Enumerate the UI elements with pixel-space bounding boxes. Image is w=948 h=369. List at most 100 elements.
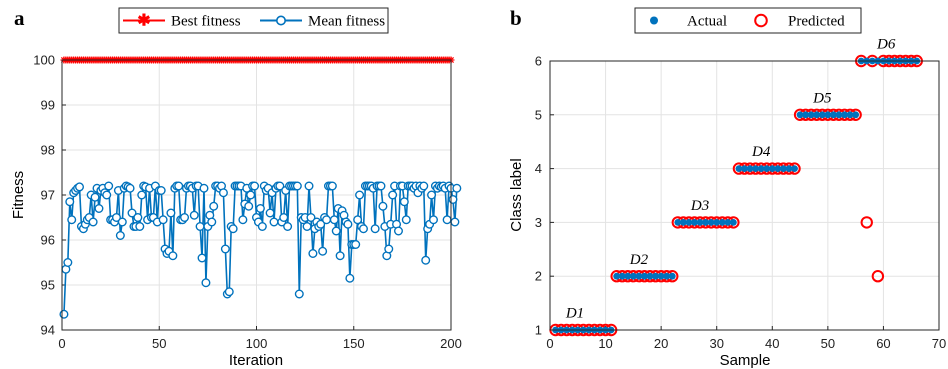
panel-b-ticks: 0 10 20 30 40 50 60 70 1 2 3 4 5 6: [535, 54, 946, 352]
actual-point: [668, 272, 676, 280]
panel-a-ytick-label: 94: [41, 323, 55, 338]
mean-fitness-point: [388, 190, 398, 200]
mean-fitness-point: [283, 221, 293, 231]
panel-a-legend-box: [118, 7, 389, 34]
mean-fitness-point: [199, 183, 209, 193]
actual-point: [624, 272, 632, 280]
actual-point: [685, 219, 693, 226]
mean-fitness-point: [355, 190, 365, 200]
actual-point: [629, 272, 637, 280]
panel-b-series: [549, 54, 923, 337]
actual-point: [679, 219, 687, 226]
mean-fitness-point: [102, 190, 112, 200]
actual-point: [774, 165, 782, 173]
mean-fitness-point: [195, 221, 205, 231]
mean-fitness-point: [351, 239, 361, 249]
actual-point: [802, 111, 810, 119]
panel-a-ytick-label: 99: [41, 98, 55, 113]
actual-point: [841, 111, 848, 119]
mean-fitness-point: [111, 212, 121, 222]
mean-fitness-point: [238, 215, 248, 225]
mean-fitness-point: [224, 287, 234, 297]
mean-fitness-point: [94, 203, 104, 213]
mean-fitness-point: [384, 244, 394, 254]
legend-best-fitness-label: Best fitness: [171, 14, 241, 30]
mean-fitness-point: [65, 197, 75, 207]
panel-b-ylabel: Class label: [508, 158, 525, 231]
mean-fitness-point: [180, 212, 190, 222]
actual-point: [663, 272, 671, 280]
mean-fitness-point: [294, 289, 304, 299]
actual-point: [713, 219, 721, 226]
mean-fitness-point: [393, 226, 403, 236]
mean-fitness-point: [88, 217, 98, 227]
mean-fitness-point: [67, 215, 77, 225]
actual-point: [807, 111, 815, 119]
panel-b-ytick-label: 2: [535, 269, 542, 284]
actual-point: [618, 272, 626, 280]
panel-b-xtick-label: 0: [546, 336, 553, 351]
actual-point: [796, 111, 804, 119]
actual-point: [768, 165, 776, 173]
panel-b-xlabel: Sample: [720, 352, 771, 369]
actual-point: [818, 111, 826, 119]
mean-fitness-point: [189, 210, 199, 220]
cluster-annotation: D3: [690, 198, 709, 214]
mean-fitness-point: [158, 215, 168, 225]
mean-fitness-point: [250, 181, 260, 191]
mean-fitness-point: [322, 215, 332, 225]
mean-fitness-point: [452, 183, 462, 193]
panel-a-ticks: 0 50 100 150 200 94 95 96 97 98 99 100: [33, 53, 462, 352]
mean-fitness-point: [378, 201, 388, 211]
actual-point: [852, 111, 860, 119]
actual-point: [846, 111, 854, 119]
mean-fitness-point: [304, 181, 314, 191]
panel-a-letter: a: [14, 6, 25, 30]
mean-fitness-point: [302, 221, 312, 231]
panel-a-xtick-label: 150: [343, 336, 365, 351]
mean-fitness-point: [127, 208, 137, 218]
mean-fitness-point: [275, 181, 285, 191]
mean-fitness-point: [137, 190, 147, 200]
panel-b-annotations: D1 D2 D3 D4 D5 D6: [565, 37, 896, 322]
mean-fitness-point: [419, 181, 429, 191]
panel-a-axes-box: [61, 59, 452, 331]
predicted-point: [860, 216, 873, 229]
actual-point: [657, 272, 665, 280]
panel-b-xtick-label: 30: [709, 336, 723, 351]
panel-a-xlabel: Iteration: [229, 352, 283, 369]
panel-a-series: [59, 56, 462, 319]
actual-point: [785, 165, 793, 173]
mean-fitness-point: [63, 258, 73, 268]
mean-fitness-point: [428, 215, 438, 225]
mean-fitness-point: [306, 212, 316, 222]
panel-a-xtick-label: 50: [152, 336, 166, 351]
panel-b-ytick-label: 6: [535, 54, 542, 69]
actual-point: [696, 219, 704, 226]
mean-fitness-point: [370, 224, 380, 234]
panel-b-xtick-label: 40: [765, 336, 779, 351]
panel-a-ytick-label: 95: [41, 278, 55, 293]
mean-fitness-point: [115, 230, 125, 240]
mean-fitness-point: [308, 248, 318, 258]
panel-a-legend: ✱ Best fitness Mean fitness: [118, 7, 389, 34]
actual-point: [780, 165, 787, 173]
cluster-annotation: D6: [876, 37, 896, 53]
mean-fitness-point: [316, 219, 326, 229]
panel-b-ytick-label: 5: [535, 107, 542, 122]
panel-b-xtick-label: 70: [932, 336, 946, 351]
legend-circle-icon: [275, 15, 286, 26]
actual-point: [718, 219, 726, 226]
actual-point: [635, 272, 643, 280]
actual-point: [735, 165, 743, 173]
mean-fitness-point: [399, 197, 409, 207]
mean-fitness-point: [75, 182, 85, 192]
actual-point: [652, 272, 659, 280]
actual-point: [646, 272, 654, 280]
mean-fitness-point: [327, 181, 337, 191]
mean-fitness-point: [156, 185, 166, 195]
predicted-point: [871, 270, 885, 283]
mean-fitness-point: [228, 224, 238, 234]
actual-point: [791, 165, 798, 173]
